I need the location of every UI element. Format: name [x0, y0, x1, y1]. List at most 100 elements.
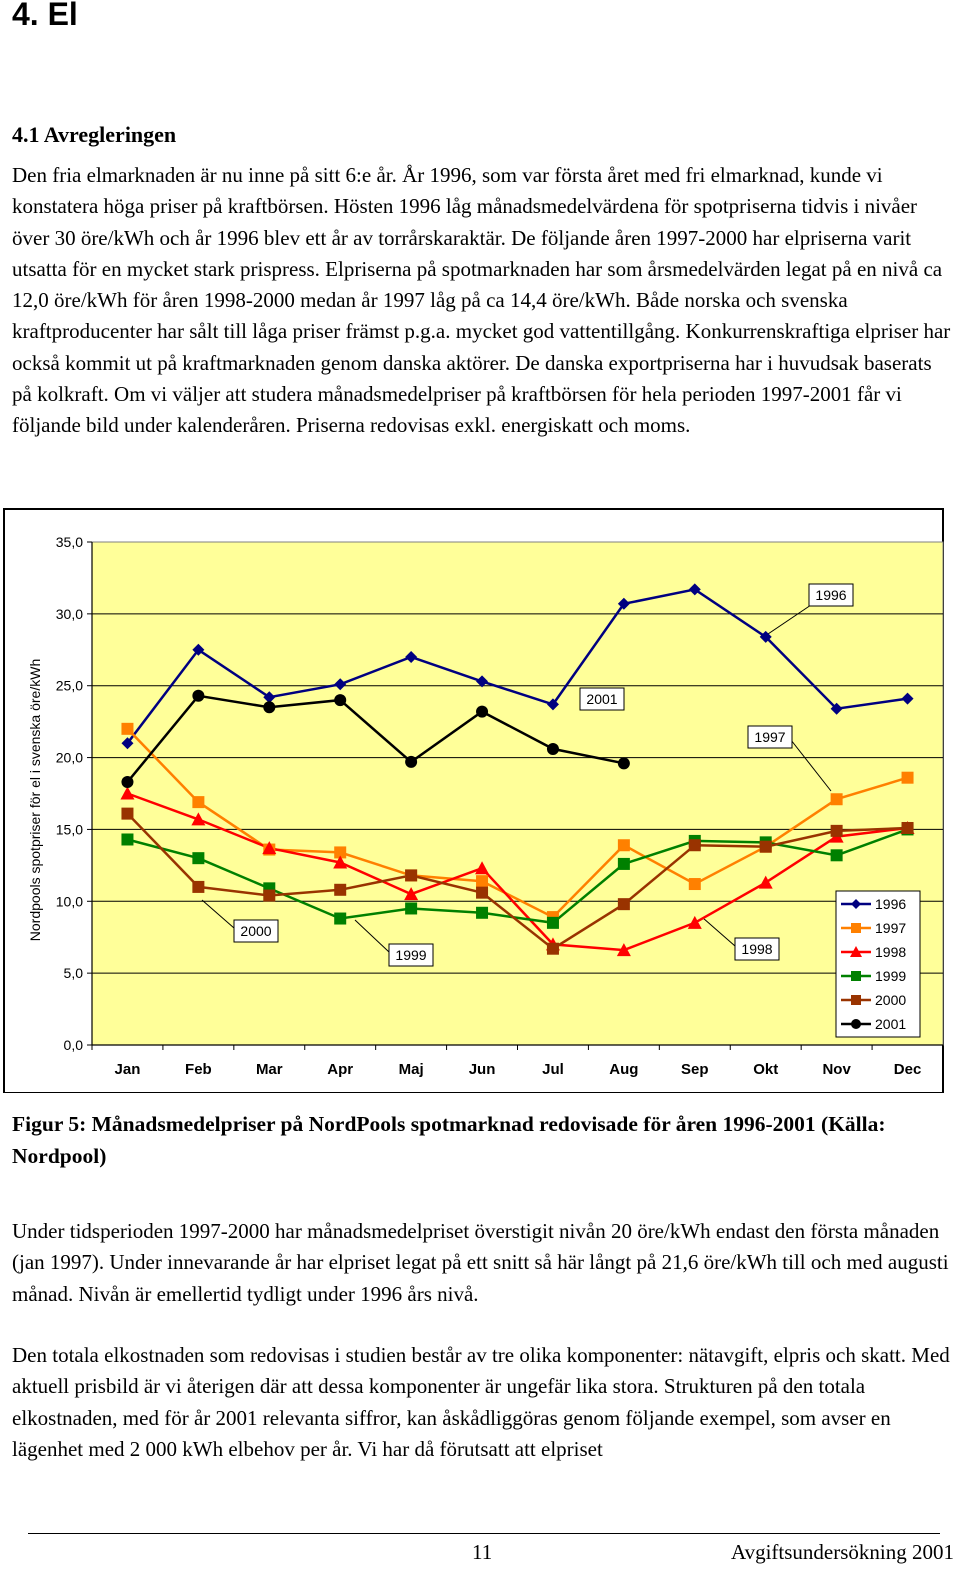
y-tick-label: 10,0 — [56, 893, 83, 909]
x-tick-label: Jun — [469, 1061, 496, 1078]
chapter-heading: 4. El — [12, 0, 78, 32]
data-point — [851, 971, 861, 981]
data-point — [476, 906, 489, 919]
y-tick-label: 25,0 — [56, 678, 83, 694]
annotation-label: 2000 — [240, 923, 271, 939]
data-point — [830, 824, 843, 837]
series-line-1997 — [126, 727, 908, 919]
data-point — [851, 923, 861, 933]
data-point — [617, 757, 630, 770]
x-tick-label: Jan — [115, 1061, 141, 1078]
data-point — [334, 883, 347, 896]
figure-caption: Figur 5: Månadsmedelpriser på NordPools … — [12, 1112, 886, 1168]
series-line-1998 — [127, 792, 908, 952]
x-tick-label: Feb — [185, 1061, 212, 1078]
data-point — [476, 886, 489, 899]
series-lines — [126, 588, 908, 952]
data-point — [830, 702, 843, 715]
data-point — [617, 857, 630, 870]
data-point — [830, 849, 843, 862]
data-point — [192, 852, 205, 865]
data-point — [901, 821, 914, 834]
legend-label: 2000 — [875, 992, 906, 1008]
annotation-box — [734, 937, 780, 961]
data-point — [405, 755, 418, 768]
y-tick-label: 15,0 — [56, 821, 83, 837]
data-point — [334, 846, 347, 859]
cost-paragraph: Den totala elkostnaden som redovisas i s… — [12, 1343, 950, 1461]
data-point — [476, 705, 489, 718]
annotation-label: 1996 — [815, 587, 846, 603]
data-point — [404, 887, 419, 901]
leader-line — [702, 917, 736, 947]
data-point — [901, 771, 914, 784]
y-tick-label: 30,0 — [56, 606, 83, 622]
data-point — [617, 597, 630, 610]
data-point — [687, 915, 702, 929]
x-tick-label: Okt — [753, 1061, 778, 1078]
data-point — [688, 583, 701, 596]
data-point — [546, 742, 559, 755]
price-line-chart: 0,0 5,0 10,0 15,0 20,0 25,0 30,0 35,0 Jan Feb Mar… — [3, 508, 944, 1094]
chart-legend: 1996 1997 1998 1999 2000 2001 — [835, 890, 921, 1038]
leader-line — [354, 919, 390, 953]
annotation-label: 2001 — [586, 691, 617, 707]
legend-label: 2001 — [875, 1016, 906, 1032]
legend-label: 1999 — [875, 968, 906, 984]
data-point — [851, 899, 861, 909]
annotation-label: 1997 — [754, 729, 785, 745]
data-point — [405, 902, 418, 915]
data-point — [121, 737, 134, 750]
annotation-box — [579, 687, 625, 711]
data-point — [334, 694, 347, 707]
series-annotations: 1996 1997 1998 1999 2000 2001 — [233, 583, 854, 967]
plot-area — [91, 541, 944, 1046]
data-point — [851, 1019, 861, 1029]
data-point — [192, 643, 205, 656]
data-point — [851, 995, 861, 1005]
data-point — [758, 875, 773, 889]
data-point — [192, 880, 205, 893]
annotation-leader-lines — [201, 604, 832, 953]
data-point — [688, 839, 701, 852]
section-heading: 4.1 Avregleringen — [12, 122, 177, 147]
y-axis-ticks: 0,0 5,0 10,0 15,0 20,0 25,0 30,0 35,0 — [56, 534, 92, 1053]
data-point — [263, 889, 276, 902]
analysis-paragraph: Under tidsperioden 1997-2000 har månadsm… — [12, 1219, 949, 1306]
page-number: 11 — [472, 1540, 493, 1564]
annotation-box — [233, 919, 279, 943]
data-point — [120, 786, 135, 800]
annotation-box — [808, 583, 854, 607]
y-tick-label: 35,0 — [56, 534, 83, 550]
y-tick-label: 0,0 — [64, 1037, 84, 1053]
x-tick-label: Nov — [822, 1061, 851, 1078]
data-point — [617, 898, 630, 911]
annotation-label: 1998 — [741, 941, 772, 957]
y-tick-label: 20,0 — [56, 750, 83, 766]
data-point — [901, 692, 914, 705]
series-line-2001 — [126, 694, 625, 783]
footer-divider — [28, 1533, 940, 1534]
x-tick-label: Dec — [894, 1061, 922, 1078]
data-point — [262, 841, 277, 855]
data-point — [759, 840, 772, 853]
x-tick-label: Jul — [542, 1061, 564, 1078]
chart-container: 0,0 5,0 10,0 15,0 20,0 25,0 30,0 35,0 Jan Feb Mar… — [3, 508, 960, 1094]
data-point — [546, 942, 559, 955]
legend-label: 1996 — [875, 896, 906, 912]
series-line-2000 — [126, 812, 908, 951]
data-point — [405, 650, 418, 663]
x-tick-label: Maj — [399, 1061, 424, 1078]
data-point — [475, 861, 490, 875]
intro-paragraph: Den fria elmarknaden är nu inne på sitt … — [12, 163, 951, 438]
y-axis-label: Nordpools spotpriser för el i svenska ör… — [27, 659, 43, 941]
x-tick-label: Apr — [327, 1061, 353, 1078]
data-point — [121, 722, 134, 735]
data-point — [121, 776, 134, 789]
data-point — [830, 793, 843, 806]
data-point — [263, 691, 276, 704]
x-tick-label: Sep — [681, 1061, 709, 1078]
x-axis-ticks: Jan Feb Mar Apr Maj Jun Jul Aug Sep Okt Nov Dec — [91, 1045, 922, 1078]
data-point — [405, 869, 418, 882]
data-point — [616, 943, 631, 957]
